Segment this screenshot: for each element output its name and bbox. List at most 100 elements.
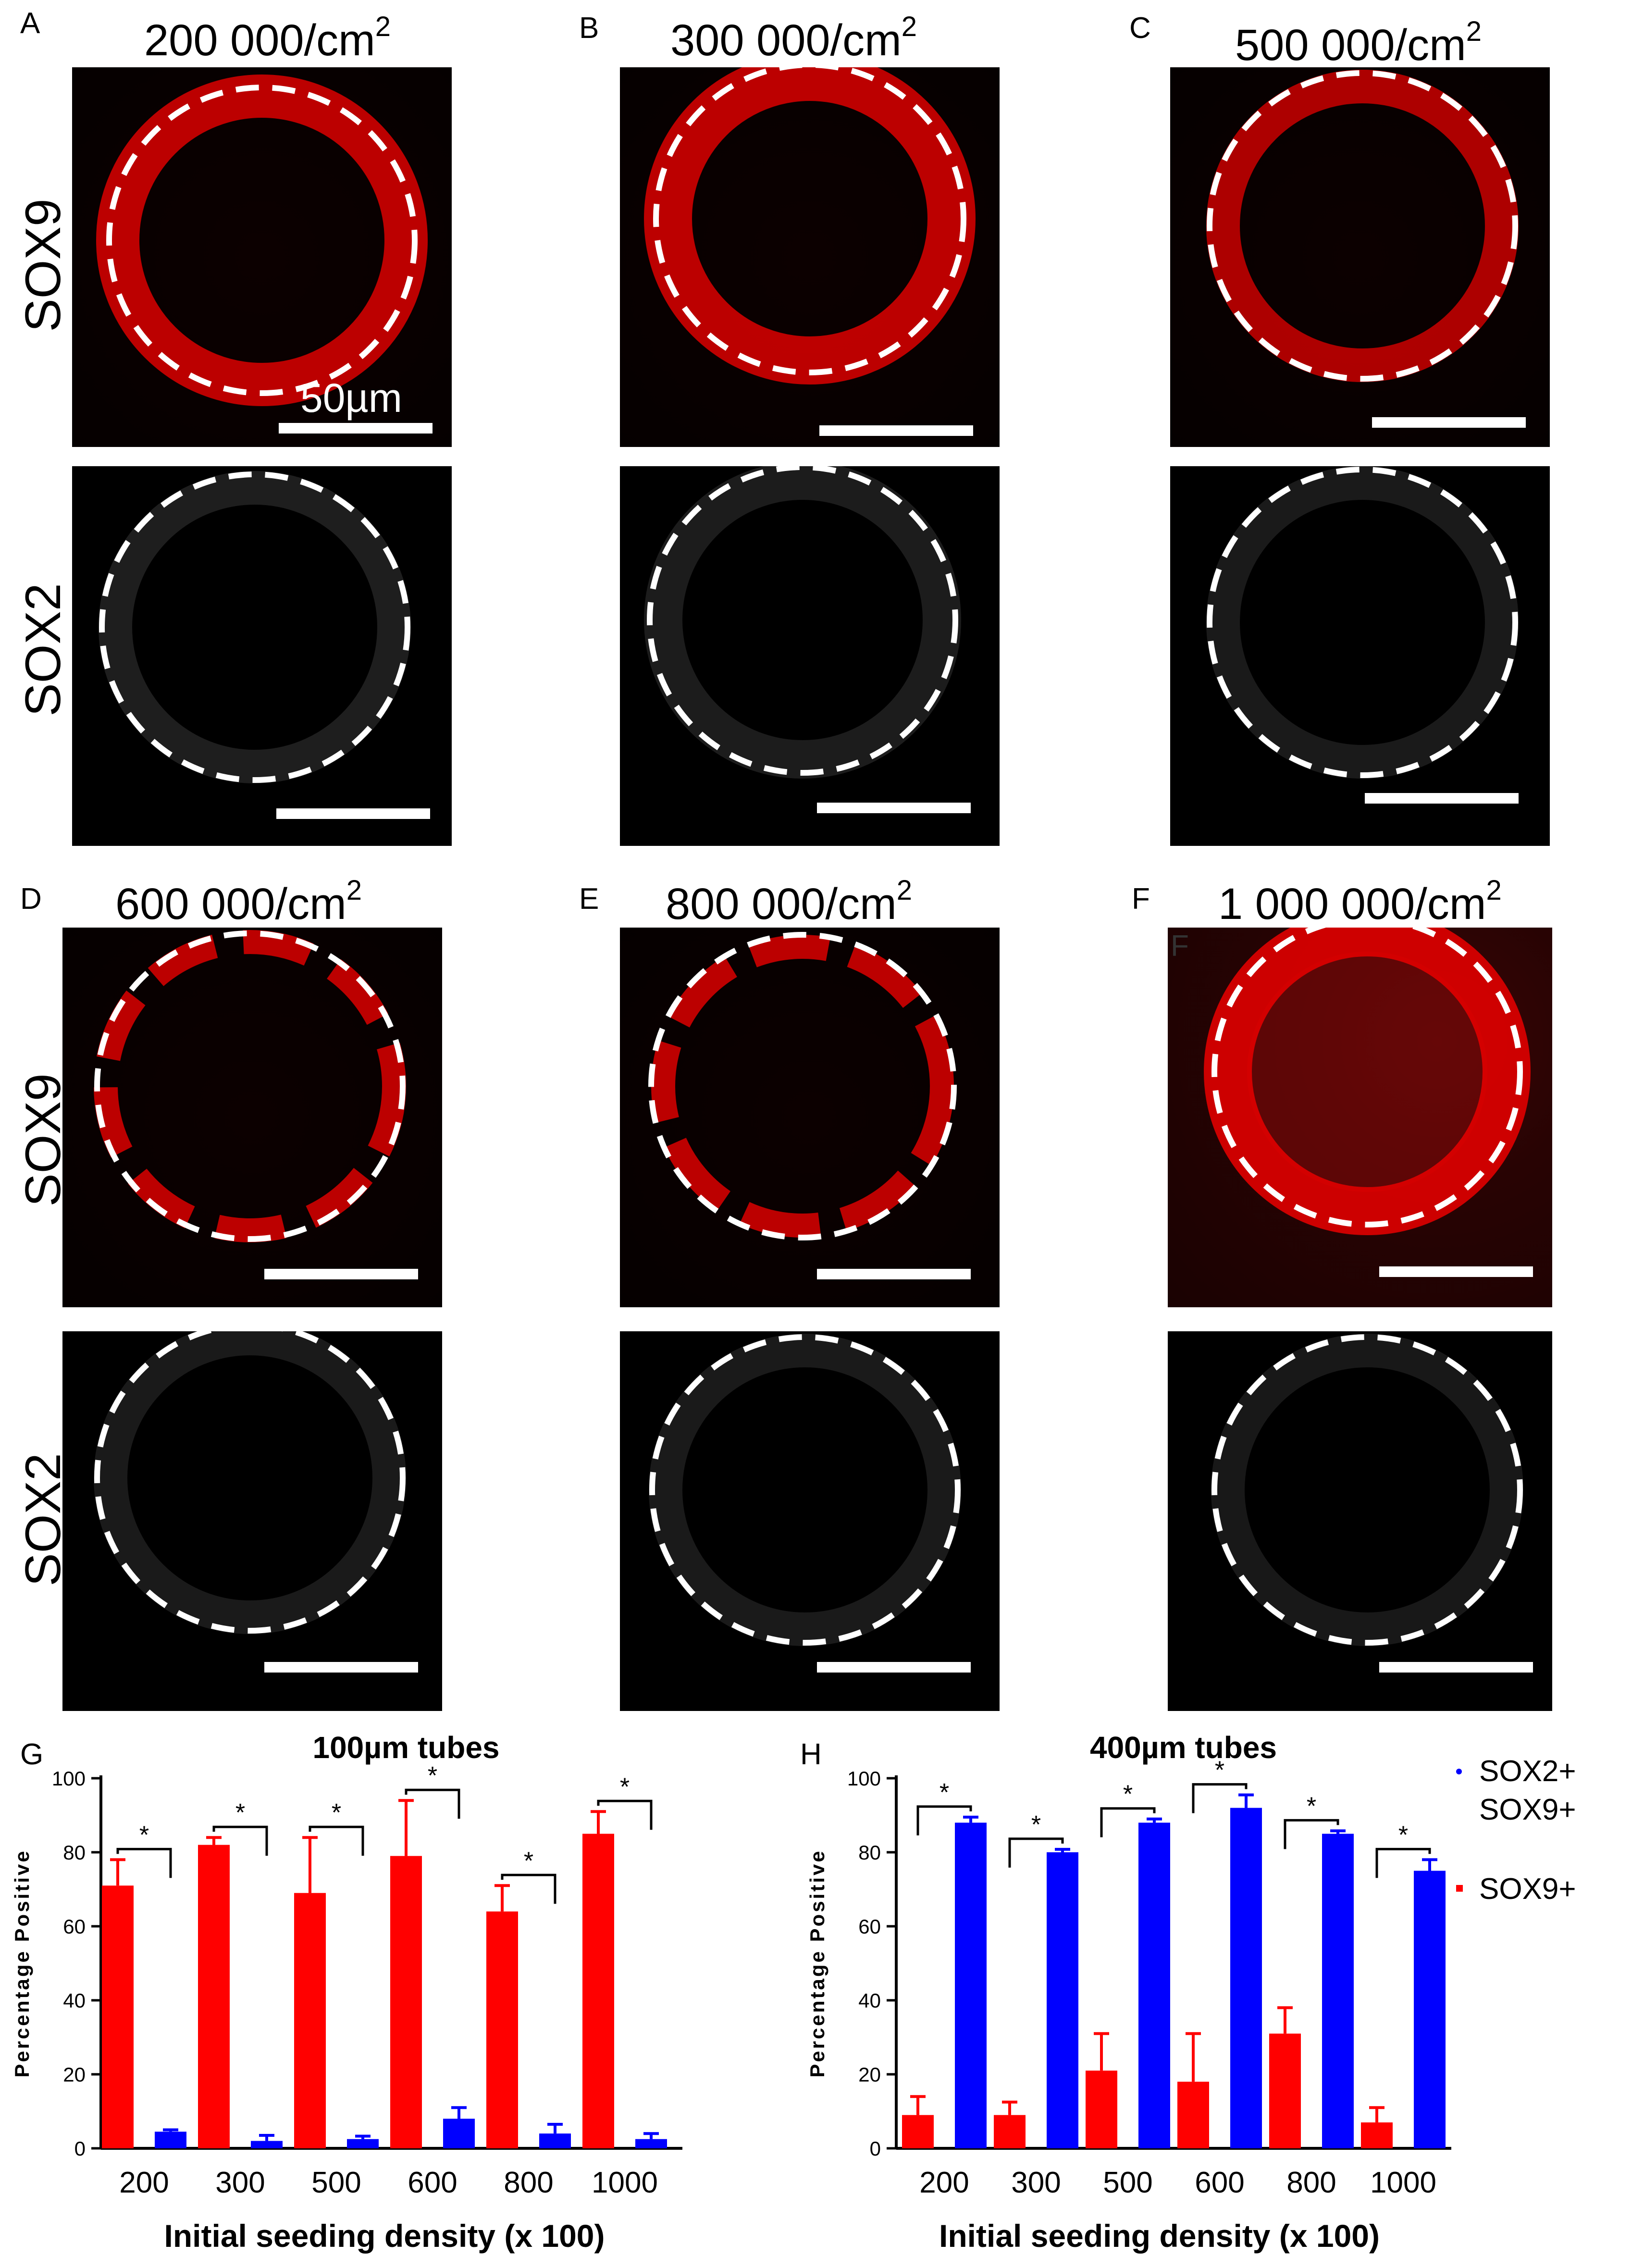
significance-bracket [309,1825,364,1856]
ring-a-sox9 [96,74,428,406]
significance-bracket [212,1825,268,1856]
x-tick-label: 800 [1286,2166,1336,2199]
bar-sox2-sox9 [539,2133,571,2148]
legend-label-sox9: SOX9+ [1479,1872,1576,1906]
bar-sox9 [1269,2033,1301,2148]
inner-panel-letter-f: F [1171,930,1189,963]
micrograph-f-sox2 [1168,1331,1552,1711]
significance-star: * [620,1773,630,1801]
scale-bar-b-sox2 [817,803,971,813]
micrograph-d-sox9 [62,928,442,1307]
row-label-sox9-bottom: SOX9 [15,1073,71,1207]
significance-star: * [1307,1792,1316,1820]
ring-f-sox2 [1211,1334,1523,1646]
x-tick-label: 500 [311,2166,361,2199]
panel-letter-h: H [800,1738,822,1771]
panel-letter-c: C [1129,12,1151,45]
significance-bracket [1100,1807,1156,1837]
micrograph-e-sox2 [620,1331,1000,1711]
scale-bar-e-sox2 [817,1662,971,1673]
chart-title: 100µm tubes [312,1730,499,1765]
panel-letter-g: G [20,1738,44,1771]
ring-b-sox9 [644,67,976,384]
bar-sox9 [1086,2070,1117,2148]
significance-bracket [1192,1783,1248,1813]
bar-sox9 [486,1911,518,2148]
significance-bracket [1284,1819,1339,1849]
bar-sox2-sox9 [1230,1808,1262,2148]
bar-sox9 [582,1834,614,2148]
scale-bar-d-sox2 [264,1662,418,1673]
ring-d-sox9 [94,930,406,1242]
scale-bar-a-sox9 [279,423,433,434]
panel-letter-e: E [579,882,599,916]
chart-g: 100µm tubes Percentage Positive 0 20 40 60 80 1… [11,1730,682,2254]
x-tick-label: 1000 [592,2166,658,2199]
x-tick-label: 200 [119,2166,169,2199]
y-tick-label: 40 [858,1989,881,2012]
micrograph-b-sox2 [620,466,1000,846]
significance-star: * [939,1779,949,1807]
bar-sox2-sox9 [1414,1871,1446,2148]
significance-star: * [524,1847,533,1875]
row-label-sox9-top: SOX9 [15,198,71,332]
significance-star: * [1123,1781,1133,1809]
y-axis-label: Percentage Positive [806,1849,828,2077]
significance-bracket [1375,1847,1431,1878]
density-label-d: 600 000/cm2 [115,875,362,929]
bar-sox9 [994,2115,1026,2148]
y-tick-label: 80 [63,1841,86,1864]
significance-star: * [139,1821,149,1849]
x-tick-label: 600 [408,2166,457,2199]
bar-sox2-sox9 [1047,1852,1078,2148]
significance-bracket [916,1805,972,1835]
y-tick-label: 0 [870,2137,881,2160]
chart-title: 400µm tubes [1090,1730,1277,1765]
panel-letter-f: F [1132,882,1150,916]
scale-bar-c-sox9 [1372,417,1526,428]
chart-h: 400µm tubes Percentage Positive 0 20 40 60 80 1… [806,1730,1451,2254]
ring-a-sox2 [99,471,411,783]
legend-label-sox2-sox9-line2: SOX9+ [1479,1793,1576,1826]
ring-f-sox9 [1204,928,1531,1235]
scale-bar-b-sox9 [819,425,973,436]
significance-bracket [116,1847,172,1878]
ring-e-sox9 [648,932,957,1240]
significance-star: * [332,1799,341,1827]
significance-bracket [501,1873,556,1904]
panel-letter-d: D [20,882,42,916]
bar-sox9 [198,1845,230,2148]
y-tick-label: 20 [63,2063,86,2086]
bar-sox2-sox9 [347,2139,379,2148]
bar-sox9 [390,1856,422,2148]
density-label-c: 500 000/cm2 [1235,16,1482,70]
scale-bar-c-sox2 [1365,793,1519,804]
ring-d-sox2 [94,1331,406,1634]
ring-b-sox2 [644,466,961,779]
bar-sox9 [102,1885,134,2148]
x-tick-label: 200 [919,2166,969,2199]
bar-sox2-sox9 [1322,1834,1354,2148]
legend: SOX2+ SOX9+ SOX9+ [1456,1754,1639,2004]
ring-e-sox2 [649,1334,961,1646]
significance-star: * [235,1799,245,1827]
density-label-a: 200 000/cm2 [144,11,391,65]
panel-letter-b: B [579,12,599,45]
ring-c-sox2 [1206,466,1519,779]
y-tick-label: 100 [52,1767,86,1790]
legend-swatch-sox2-sox9 [1456,1769,1462,1774]
density-label-e: 800 000/cm2 [666,875,913,929]
ring-c-sox9 [1206,70,1519,382]
scale-bar-a-sox2 [276,808,430,819]
bar-sox2-sox9 [251,2141,283,2148]
significance-star: * [1215,1757,1224,1785]
x-tick-label: 600 [1195,2166,1244,2199]
density-label-f: 1 000 000/cm2 [1218,875,1502,929]
y-tick-label: 0 [74,2137,86,2160]
x-tick-label: 800 [504,2166,553,2199]
y-tick-label: 60 [858,1915,881,1938]
y-tick-label: 40 [63,1989,86,2012]
bar-sox9 [1361,2122,1393,2148]
x-tick-label: 300 [215,2166,265,2199]
density-label-b: 300 000/cm2 [670,11,917,65]
